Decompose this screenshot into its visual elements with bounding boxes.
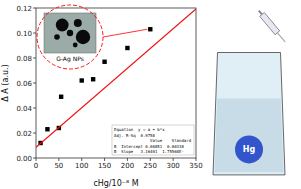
equation-text: B Intercept 0.00851 0.00338 [114,144,184,149]
scatter-point [102,60,106,64]
chart: 0 50 100 150 200 250 300 350 0.00 0.02 0.04 0.06 0.0… [0,0,301,189]
scatter-point [45,127,49,131]
y-tick [33,158,36,159]
connector-line [103,29,147,37]
y-tick-label: 0.02 [16,130,32,138]
y-tick [33,133,36,134]
scatter-point [91,77,95,81]
syringe-plunger [258,10,263,15]
y-tick-label: 0.08 [16,55,32,63]
beaker-water [214,98,283,172]
syringe-needle [277,32,286,42]
inset-particle [67,30,73,36]
x-axis-label: cHg/10⁻⁸ M [93,179,138,188]
y-tick-label: 0.06 [16,80,32,88]
x-tick-label: 350 [189,162,202,170]
x-tick [104,158,105,161]
inset-particle [76,30,90,44]
inset-label: G-Ag NPs [56,55,84,63]
equation-text: Adj. R-Sq 0.9758 [114,133,156,138]
scatter-point [59,95,63,99]
scatter-point [148,27,152,31]
y-tick [33,83,36,84]
plot-frame [36,8,196,158]
x-tick-label: 100 [75,162,88,170]
x-tick [58,158,59,161]
x-tick [173,158,174,161]
mercury-drop [235,135,263,163]
x-tick [150,158,151,161]
x-tick [196,158,197,161]
x-tick-label: 50 [54,162,63,170]
scatter-point [125,46,129,50]
x-tick [36,158,37,161]
y-tick-label: 0.00 [16,155,32,163]
highlight-ellipse [37,5,103,69]
y-tick [33,8,36,9]
syringe [256,9,287,44]
equation-text: B Slope 3.16401 1.75568E- [114,149,184,154]
y-tick [33,108,36,109]
y-axis-label: Δ A (a.u.) [1,64,10,101]
y-tick-label: 0.10 [16,30,32,38]
x-tick-label: 0 [34,162,38,170]
equation-text: Equation y = a + b*x [114,127,165,132]
syringe-barrel [260,12,280,34]
inset-particle [56,19,69,32]
mercury-label: Hg [243,145,256,154]
y-tick [33,58,36,59]
x-tick-label: 150 [98,162,111,170]
y-tick-label: 0.04 [16,105,32,113]
scatter-point [80,78,84,82]
equation-text: Value Standard [114,138,192,143]
inset-particle [73,43,78,48]
beaker [213,53,285,175]
x-tick-label: 200 [121,162,134,170]
y-tick [33,33,36,34]
inset-particle [54,34,60,40]
inset-particle [74,19,82,27]
x-tick [127,158,128,161]
y-tick-label: 0.12 [16,5,32,13]
equation-box [112,125,194,155]
x-tick [81,158,82,161]
x-tick-label: 250 [144,162,157,170]
x-tick-label: 300 [166,162,179,170]
inset-image [44,13,96,53]
